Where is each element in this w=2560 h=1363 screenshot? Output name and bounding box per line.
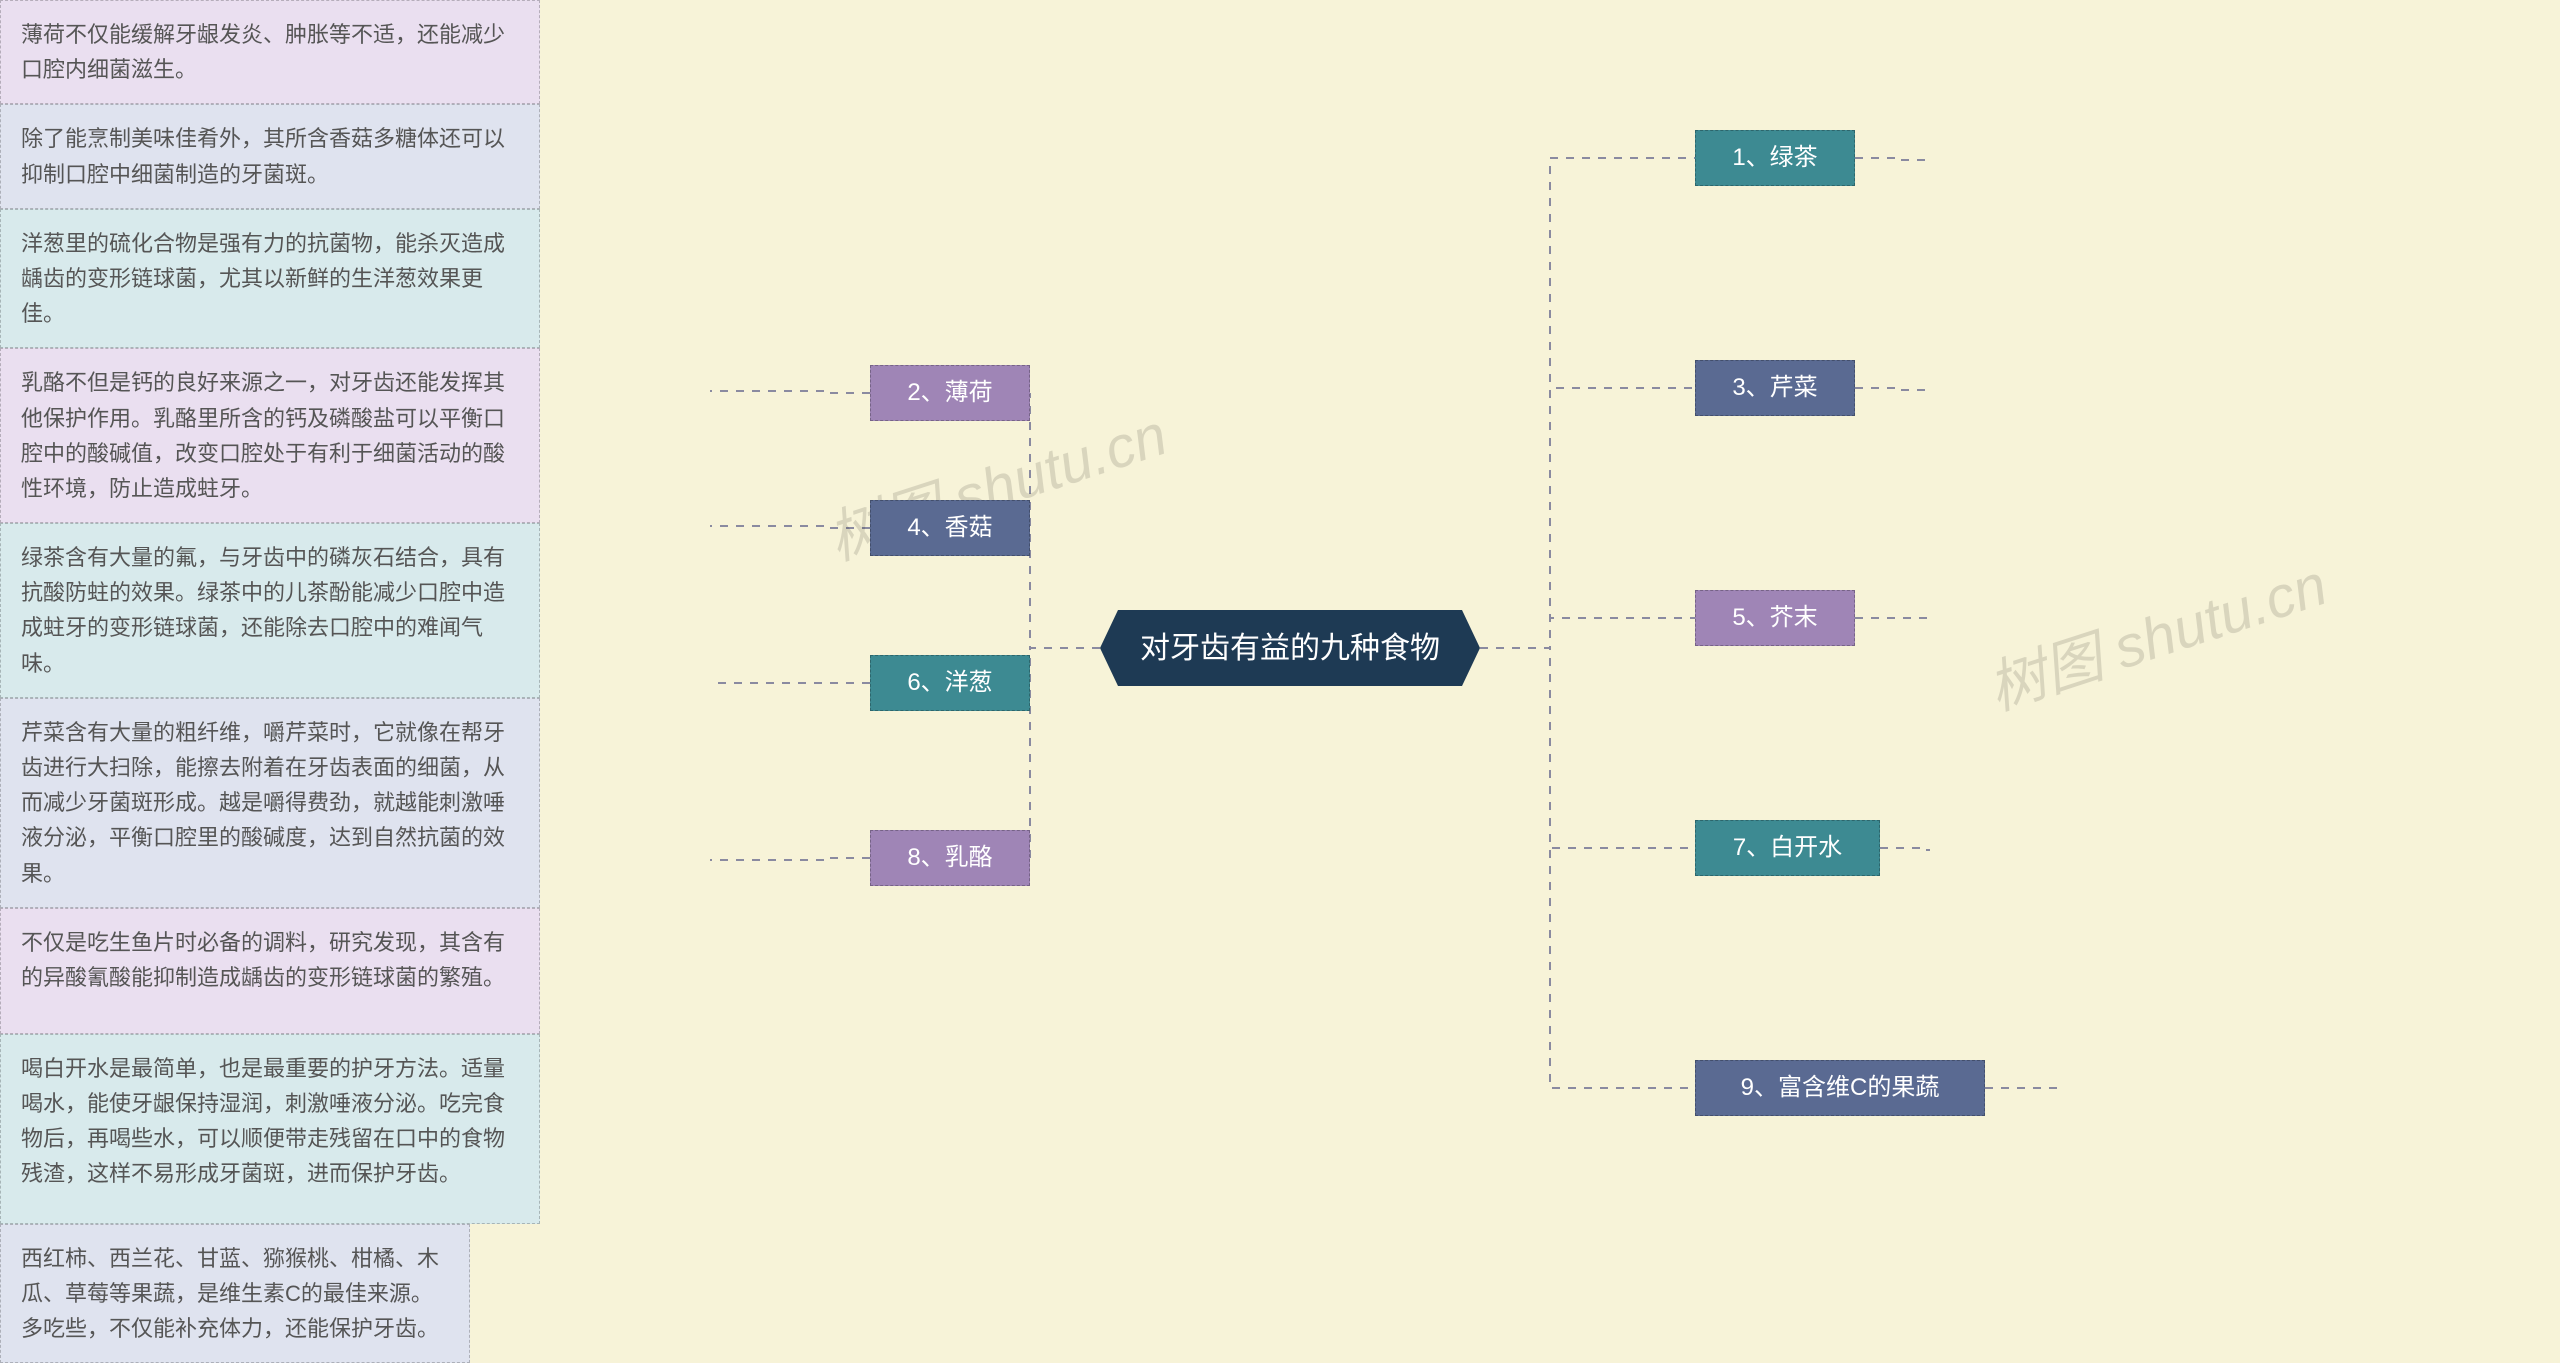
- branch-node-n5: 5、芥末: [1695, 590, 1855, 646]
- desc-node-n7: 喝白开水是最简单，也是最重要的护牙方法。适量喝水，能使牙龈保持湿润，刺激唾液分泌…: [0, 1034, 540, 1224]
- desc-node-n8: 乳酪不但是钙的良好来源之一，对牙齿还能发挥其他保护作用。乳酪里所含的钙及磷酸盐可…: [0, 348, 540, 523]
- branch-node-n3: 3、芹菜: [1695, 360, 1855, 416]
- branch-node-n6: 6、洋葱: [870, 655, 1030, 711]
- watermark: 树图 shutu.cn: [1976, 538, 2336, 726]
- desc-node-n5: 不仅是吃生鱼片时必备的调料，研究发现，其含有的异酸氰酸能抑制造成龋齿的变形链球菌…: [0, 908, 540, 1034]
- branch-node-n7: 7、白开水: [1695, 820, 1880, 876]
- branch-node-n4: 4、香菇: [870, 500, 1030, 556]
- branch-node-n2: 2、薄荷: [870, 365, 1030, 421]
- desc-node-n1: 绿茶含有大量的氟，与牙齿中的磷灰石结合，具有抗酸防蛀的效果。绿茶中的儿茶酚能减少…: [0, 523, 540, 698]
- branch-node-n9: 9、富含维C的果蔬: [1695, 1060, 1985, 1116]
- center-node: 对牙齿有益的九种食物: [1100, 610, 1480, 686]
- desc-node-n3: 芹菜含有大量的粗纤维，嚼芹菜时，它就像在帮牙齿进行大扫除，能擦去附着在牙齿表面的…: [0, 698, 540, 908]
- desc-node-n4: 除了能烹制美味佳肴外，其所含香菇多糖体还可以抑制口腔中细菌制造的牙菌斑。: [0, 104, 540, 208]
- desc-node-n2: 薄荷不仅能缓解牙龈发炎、肿胀等不适，还能减少口腔内细菌滋生。: [0, 0, 540, 104]
- branch-node-n1: 1、绿茶: [1695, 130, 1855, 186]
- desc-node-n6: 洋葱里的硫化合物是强有力的抗菌物，能杀灭造成龋齿的变形链球菌，尤其以新鲜的生洋葱…: [0, 209, 540, 349]
- branch-node-n8: 8、乳酪: [870, 830, 1030, 886]
- desc-node-n9: 西红柿、西兰花、甘蓝、猕猴桃、柑橘、木瓜、草莓等果蔬，是维生素C的最佳来源。多吃…: [0, 1224, 470, 1363]
